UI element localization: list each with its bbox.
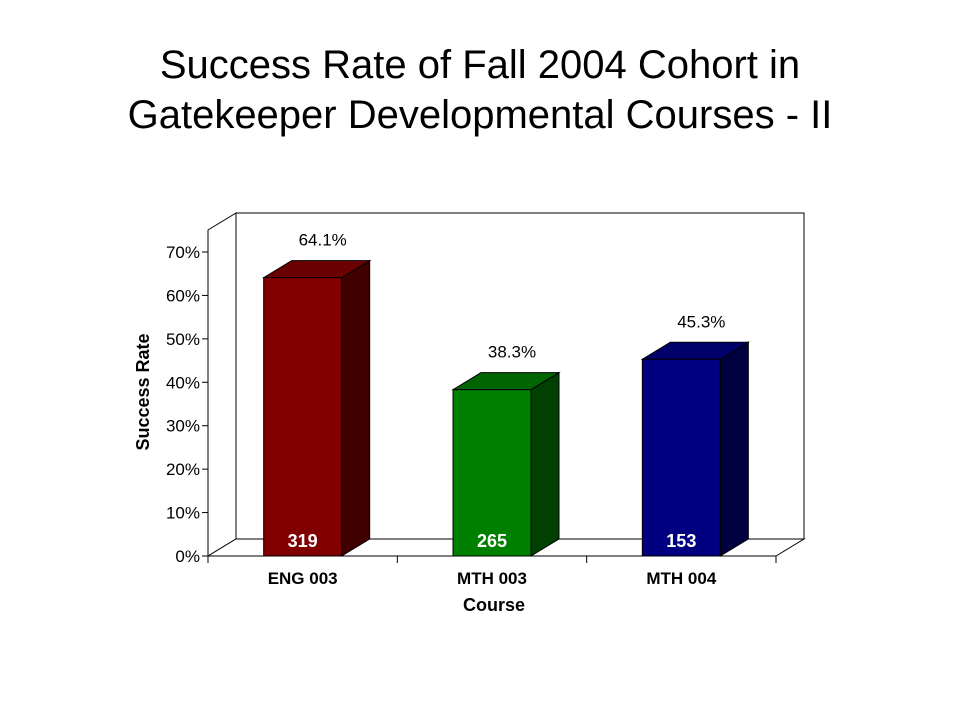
y-axis: 0% 10% 20% 30% 40% 50% 60% 70%	[166, 230, 209, 566]
bar	[640, 341, 751, 557]
bar-value-label: 38.3%	[488, 343, 536, 362]
bar-count-label: 265	[477, 531, 507, 551]
x-tick-label: MTH 003	[457, 569, 527, 588]
x-axis-label: Course	[463, 595, 525, 615]
x-axis: ENG 003 MTH 003 MTH 004	[207, 555, 777, 588]
bar-front	[452, 389, 532, 557]
y-tick-label: 50%	[166, 330, 200, 349]
y-tick-label: 30%	[166, 417, 200, 436]
y-tick-label: 60%	[166, 286, 200, 305]
y-tick-label: 40%	[166, 373, 200, 392]
bars: 64.1% 319 38.3% 265 45.3% 153	[261, 231, 751, 557]
chart-title-line-2: Gatekeeper Developmental Courses - II	[127, 93, 833, 137]
chart-title-line-1: Success Rate of Fall 2004 Cohort in	[159, 43, 801, 87]
bar-count-label: 319	[288, 531, 318, 551]
bar	[261, 259, 372, 557]
bar-front	[641, 358, 721, 557]
y-tick-label: 10%	[166, 504, 200, 523]
y-tick-label: 0%	[175, 547, 200, 566]
bar-value-label: 64.1%	[299, 231, 347, 250]
y-axis-label: Success Rate	[133, 333, 153, 450]
bar-count-label: 153	[666, 531, 696, 551]
bar-side	[530, 371, 560, 557]
bar-front	[263, 277, 343, 557]
bar-side	[341, 259, 371, 557]
bar	[451, 371, 561, 557]
chart-title: Success Rate of Fall 2004 Cohort in Gate…	[0, 40, 960, 140]
x-tick-label: MTH 004	[646, 569, 716, 588]
x-tick-label: ENG 003	[268, 569, 338, 588]
y-tick-label: 20%	[166, 460, 200, 479]
y-tick-label: 70%	[166, 243, 200, 262]
side-wall	[207, 212, 237, 557]
bar-side	[719, 341, 749, 557]
bar-value-label: 45.3%	[677, 312, 725, 331]
